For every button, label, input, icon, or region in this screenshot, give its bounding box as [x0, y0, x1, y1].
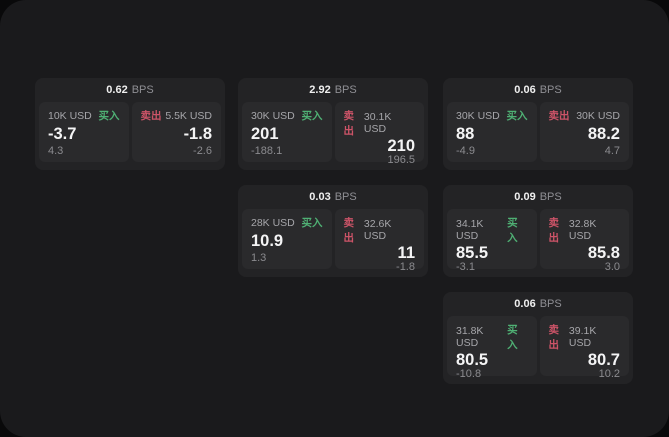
bps-value: 0.09: [514, 191, 536, 203]
bps-value: 0.03: [309, 191, 331, 203]
sell-panel[interactable]: 卖出 30K USD 88.2 4.7: [539, 102, 629, 162]
buy-delta: -188.1: [251, 145, 283, 157]
bps-unit-label: BPS: [334, 84, 357, 96]
sell-price: 210: [387, 137, 415, 155]
sell-size: 32.8K USD: [568, 218, 597, 242]
buy-label: 买入: [301, 110, 323, 122]
sell-delta: 3.0: [604, 260, 620, 273]
buy-price: 80.5: [456, 351, 489, 369]
buy-size: 30K USD: [251, 109, 295, 122]
sell-size: 30.1K USD: [363, 111, 392, 135]
bps-unit-label: BPS: [131, 84, 154, 96]
sell-panel[interactable]: 卖出 30.1K USD 210 196.5: [334, 102, 424, 165]
buy-delta: -3.1: [456, 260, 475, 273]
bps-value: 2.92: [309, 84, 331, 96]
sell-size: 5.5K USD: [165, 109, 212, 122]
quote-card-4: 0.09 BPS 34.1K USD 买入 85.5 -3.1 卖出 32.8K…: [443, 185, 633, 277]
bps-header: 0.62 BPS: [35, 78, 225, 102]
buy-label: 买入: [507, 217, 518, 244]
bps-header: 0.09 BPS: [443, 185, 633, 209]
sell-price: 80.7: [587, 351, 620, 369]
quote-card-3: 0.03 BPS 28K USD 买入 10.9 1.3 卖出 32.6K US…: [238, 185, 428, 277]
sell-delta: -1.8: [396, 260, 415, 273]
sell-price: 85.8: [587, 244, 620, 262]
quote-card-2: 0.06 BPS 30K USD 买入 88 -4.9 卖出 30K USD 8…: [443, 78, 633, 170]
bps-value: 0.06: [514, 298, 536, 310]
sell-label: 卖出: [548, 324, 560, 351]
sell-panel[interactable]: 卖出 32.8K USD 85.8 3.0: [539, 209, 629, 272]
buy-size: 30K USD: [456, 109, 500, 122]
bps-header: 2.92 BPS: [238, 78, 428, 102]
bps-header: 0.06 BPS: [443, 292, 633, 316]
buy-label: 买入: [98, 110, 120, 122]
buy-delta: -10.8: [456, 367, 482, 380]
buy-size: 10K USD: [48, 109, 92, 122]
buy-panel[interactable]: 10K USD 买入 -3.7 4.3: [39, 102, 129, 162]
buy-size: 28K USD: [251, 216, 295, 229]
buy-size: 34.1K USD: [456, 218, 484, 242]
buy-label: 买入: [507, 324, 518, 351]
buy-price: 85.5: [456, 244, 489, 262]
buy-panel[interactable]: 30K USD 买入 201 -188.1: [242, 102, 332, 162]
buy-delta: -4.9: [456, 145, 475, 157]
buy-panel[interactable]: 34.1K USD 买入 85.5 -3.1: [447, 209, 537, 272]
bps-header: 0.03 BPS: [238, 185, 428, 209]
sell-panel[interactable]: 卖出 32.6K USD 11 -1.8: [334, 209, 424, 272]
bps-unit-label: BPS: [539, 298, 562, 310]
buy-price: -3.7: [48, 125, 77, 144]
buy-delta: 4.3: [48, 145, 64, 157]
sell-price: 11: [397, 244, 415, 262]
quote-card-5: 0.06 BPS 31.8K USD 买入 80.5 -10.8 卖出 39.1…: [443, 292, 633, 384]
sell-delta: 4.7: [604, 145, 620, 157]
sell-label: 卖出: [343, 217, 355, 244]
sell-size: 30K USD: [576, 109, 620, 122]
buy-panel[interactable]: 31.8K USD 买入 80.5 -10.8: [447, 316, 537, 379]
sell-panel[interactable]: 卖出 39.1K USD 80.7 10.2: [539, 316, 629, 379]
sell-delta: 196.5: [387, 153, 415, 166]
sell-delta: 10.2: [598, 367, 620, 380]
buy-price: 88: [456, 125, 475, 144]
buy-size: 31.8K USD: [456, 325, 484, 349]
sell-delta: -2.6: [193, 145, 212, 157]
sell-size: 32.6K USD: [363, 218, 392, 242]
sell-price: -1.8: [183, 125, 212, 144]
buy-price: 10.9: [251, 232, 284, 251]
bps-header: 0.06 BPS: [443, 78, 633, 102]
bps-unit-label: BPS: [539, 84, 562, 96]
bps-value: 0.62: [106, 84, 128, 96]
quote-card-0: 0.62 BPS 10K USD 买入 -3.7 4.3 卖出 5.5K USD…: [35, 78, 225, 170]
sell-label: 卖出: [548, 217, 560, 244]
sell-size: 39.1K USD: [568, 325, 597, 349]
sell-panel[interactable]: 卖出 5.5K USD -1.8 -2.6: [131, 102, 221, 162]
buy-price: 201: [251, 125, 279, 144]
buy-label: 买入: [301, 217, 323, 229]
sell-price: 88.2: [587, 125, 620, 144]
sell-label: 卖出: [140, 110, 162, 122]
buy-panel[interactable]: 30K USD 买入 88 -4.9: [447, 102, 537, 162]
quote-card-1: 2.92 BPS 30K USD 买入 201 -188.1 卖出 30.1K …: [238, 78, 428, 170]
buy-delta: 1.3: [251, 252, 267, 264]
buy-panel[interactable]: 28K USD 买入 10.9 1.3: [242, 209, 332, 269]
bps-unit-label: BPS: [539, 191, 562, 203]
bps-value: 0.06: [514, 84, 536, 96]
bps-unit-label: BPS: [334, 191, 357, 203]
sell-label: 卖出: [548, 110, 570, 122]
sell-label: 卖出: [343, 110, 355, 137]
buy-label: 买入: [506, 110, 528, 122]
